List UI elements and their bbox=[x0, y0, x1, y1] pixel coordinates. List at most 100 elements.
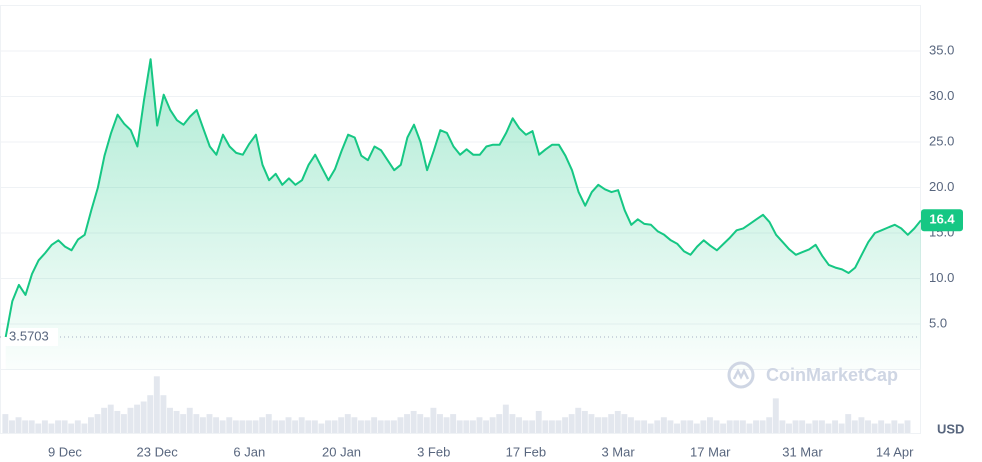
volume-bar bbox=[891, 420, 898, 433]
volume-bar bbox=[443, 417, 450, 433]
volume-bar bbox=[318, 423, 325, 433]
volume-bar bbox=[456, 420, 463, 433]
volume-bar bbox=[588, 414, 595, 433]
volume-bar bbox=[371, 417, 378, 433]
volume-bar bbox=[35, 423, 42, 433]
volume-bar bbox=[2, 414, 9, 433]
x-tick-label: 23 Dec bbox=[137, 444, 179, 459]
x-tick-label: 20 Jan bbox=[322, 444, 361, 459]
x-tick-label: 14 Apr bbox=[876, 444, 914, 459]
volume-bar bbox=[897, 423, 904, 433]
volume-bar bbox=[496, 414, 503, 433]
volume-bar bbox=[529, 420, 536, 433]
volume-bar bbox=[55, 420, 62, 433]
volume-bar bbox=[239, 420, 246, 433]
logo bbox=[727, 361, 755, 389]
volume-bar bbox=[298, 417, 305, 433]
start-price-label: 3.5703 bbox=[9, 328, 49, 343]
volume-bar bbox=[81, 423, 88, 433]
y-tick-label: 35.0 bbox=[929, 42, 954, 57]
volume-bar bbox=[88, 417, 94, 433]
volume-bar bbox=[634, 420, 641, 433]
volume-bar bbox=[180, 414, 187, 433]
volume-bar bbox=[878, 420, 885, 433]
volume-bar bbox=[851, 420, 858, 433]
volume-bar bbox=[832, 420, 839, 433]
volume-bar bbox=[404, 414, 411, 433]
volume-bar bbox=[305, 420, 312, 433]
volume-bar bbox=[805, 423, 812, 433]
x-tick-label: 9 Dec bbox=[48, 444, 82, 459]
volume-bar bbox=[384, 420, 391, 433]
volume-bar bbox=[858, 417, 865, 433]
price-badge bbox=[921, 209, 963, 232]
volume-bar bbox=[621, 414, 628, 433]
x-tick-label: 3 Feb bbox=[417, 444, 450, 459]
watermark: CoinMarketCap bbox=[766, 365, 898, 385]
volume-bar bbox=[713, 420, 720, 433]
area-fill bbox=[5, 59, 921, 370]
volume-bar bbox=[325, 420, 331, 433]
volume-bar bbox=[772, 398, 779, 433]
volume-bar bbox=[818, 420, 825, 433]
volume-bar bbox=[186, 407, 193, 433]
start-price-bg bbox=[4, 328, 58, 347]
volume-bar bbox=[871, 423, 878, 433]
volume-bar bbox=[654, 420, 661, 433]
y-tick-label: 30.0 bbox=[929, 88, 954, 103]
volume-bar bbox=[502, 404, 509, 433]
volume-bar bbox=[483, 420, 490, 433]
volume-bar bbox=[766, 417, 773, 433]
volume-bar bbox=[147, 395, 154, 433]
volume-bar bbox=[134, 404, 141, 433]
volume-bar bbox=[746, 423, 753, 433]
volume-bar bbox=[219, 420, 226, 433]
volume-bar bbox=[627, 417, 634, 433]
volume-bar bbox=[423, 417, 430, 433]
volume-bar bbox=[535, 410, 542, 433]
volume-bar bbox=[674, 423, 680, 433]
volume-bar bbox=[48, 423, 55, 433]
volume-bar bbox=[377, 420, 384, 433]
volume-bar bbox=[430, 407, 437, 433]
volume-bar bbox=[601, 417, 608, 433]
x-tick-label: 17 Feb bbox=[506, 444, 546, 459]
volume-bar bbox=[74, 420, 81, 433]
volume-bar bbox=[476, 417, 483, 433]
volume-bar bbox=[489, 417, 496, 433]
volume-bar bbox=[509, 414, 516, 433]
volume-bar bbox=[140, 401, 147, 433]
volume-bar bbox=[884, 423, 891, 433]
volume-bar bbox=[463, 420, 470, 433]
volume-bar bbox=[259, 417, 266, 433]
volume-bar bbox=[226, 417, 233, 433]
volume-bar bbox=[469, 420, 476, 433]
volume-bar bbox=[193, 414, 200, 433]
volume-bar bbox=[792, 420, 799, 433]
volume-bar bbox=[127, 407, 134, 433]
currency-label: USD bbox=[937, 421, 964, 436]
volume-bar bbox=[641, 420, 648, 433]
volume-bar bbox=[22, 420, 29, 433]
volume-bar bbox=[265, 414, 272, 433]
x-tick-label: 17 Mar bbox=[690, 444, 731, 459]
volume-bar bbox=[397, 417, 404, 433]
volume-bar bbox=[516, 417, 522, 433]
volume-bar bbox=[595, 417, 601, 433]
volume-bar bbox=[167, 407, 173, 433]
volume-bar bbox=[555, 420, 562, 433]
volume-bar bbox=[417, 414, 424, 433]
volume-bar bbox=[107, 404, 114, 433]
volume-bar bbox=[687, 420, 694, 433]
volume-bar bbox=[542, 420, 549, 433]
volume-bar bbox=[608, 414, 615, 433]
volume-bar bbox=[733, 420, 740, 433]
volume-bar bbox=[61, 420, 68, 433]
volume-bar bbox=[562, 417, 569, 433]
volume-bar bbox=[351, 417, 358, 433]
x-tick-label: 6 Jan bbox=[233, 444, 265, 459]
x-tick-label: 31 Mar bbox=[782, 444, 823, 459]
volume-bar bbox=[94, 414, 101, 433]
volume-bar bbox=[568, 414, 575, 433]
